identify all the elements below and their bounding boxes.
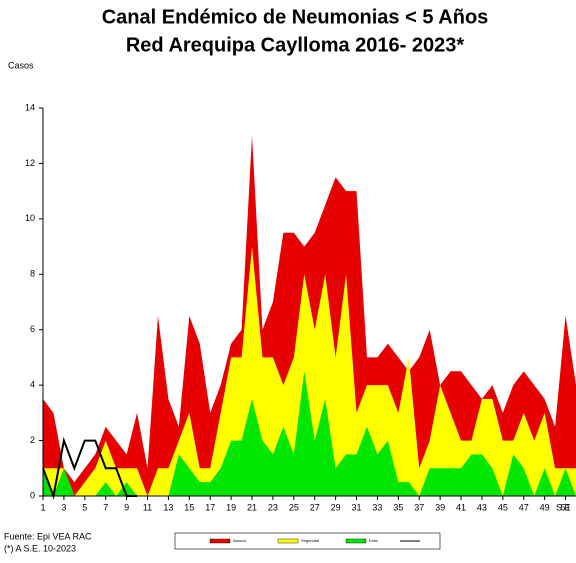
x-tick-label: 7: [103, 502, 108, 512]
y-axis-label: Casos: [8, 60, 34, 70]
x-tick-label: 25: [289, 502, 299, 512]
y-tick-label: 14: [25, 102, 35, 112]
x-tick-label: 27: [310, 502, 320, 512]
y-tick-label: 10: [25, 213, 35, 223]
line: [42, 436, 138, 500]
legend-label: Alarma: [233, 538, 246, 543]
x-tick-label: 31: [352, 502, 362, 512]
x-tick-label: 21: [247, 502, 257, 512]
y-tick-label: 8: [30, 269, 35, 279]
y-tick-label: 2: [30, 435, 35, 445]
legend-box: [174, 532, 441, 550]
x-axis-label: S.E: [556, 502, 571, 512]
chart-subtitle: Red Arequipa Caylloma 2016- 2023*: [126, 34, 465, 56]
x-tick-label: 49: [540, 502, 550, 512]
legend-swatch: [209, 538, 231, 544]
chart-title: Canal Endémico de Neumonias < 5 Años: [102, 6, 489, 28]
x-tick-label: 17: [205, 502, 215, 512]
legend-label: Exito: [369, 538, 379, 543]
area: [43, 371, 576, 496]
y-tick-label: 6: [30, 324, 35, 334]
x-tick-label: 5: [82, 502, 87, 512]
x-tick-label: 37: [414, 502, 424, 512]
x-tick-label: 23: [268, 502, 278, 512]
legend-swatch: [277, 538, 299, 544]
x-tick-label: 39: [435, 502, 445, 512]
x-tick-label: 19: [226, 502, 236, 512]
x-tick-label: 47: [519, 502, 529, 512]
x-tick-label: 41: [456, 502, 466, 512]
x-tick-label: 3: [61, 502, 66, 512]
x-tick-label: 35: [393, 502, 403, 512]
x-tick-label: 43: [477, 502, 487, 512]
x-tick-label: 33: [372, 502, 382, 512]
x-tick-label: 29: [331, 502, 341, 512]
x-tick-label: 9: [124, 502, 129, 512]
x-tick-label: 1: [40, 502, 45, 512]
x-tick-label: 11: [143, 502, 152, 512]
x-tick-label: 15: [184, 502, 194, 512]
legend-swatch: [345, 538, 367, 544]
area: [43, 246, 576, 496]
footnote: (*) A S.E. 10-2023: [4, 543, 76, 553]
x-tick-label: 45: [498, 502, 508, 512]
x-tick-label: 13: [163, 502, 173, 512]
legend-label: Seguridad: [301, 538, 319, 543]
y-tick-label: 0: [30, 490, 35, 500]
y-tick-label: 4: [30, 380, 35, 390]
x-tick-label: 51: [561, 502, 571, 512]
y-tick-label: 12: [25, 158, 35, 168]
footnote: Fuente: Epi VEA RAC: [4, 531, 92, 541]
